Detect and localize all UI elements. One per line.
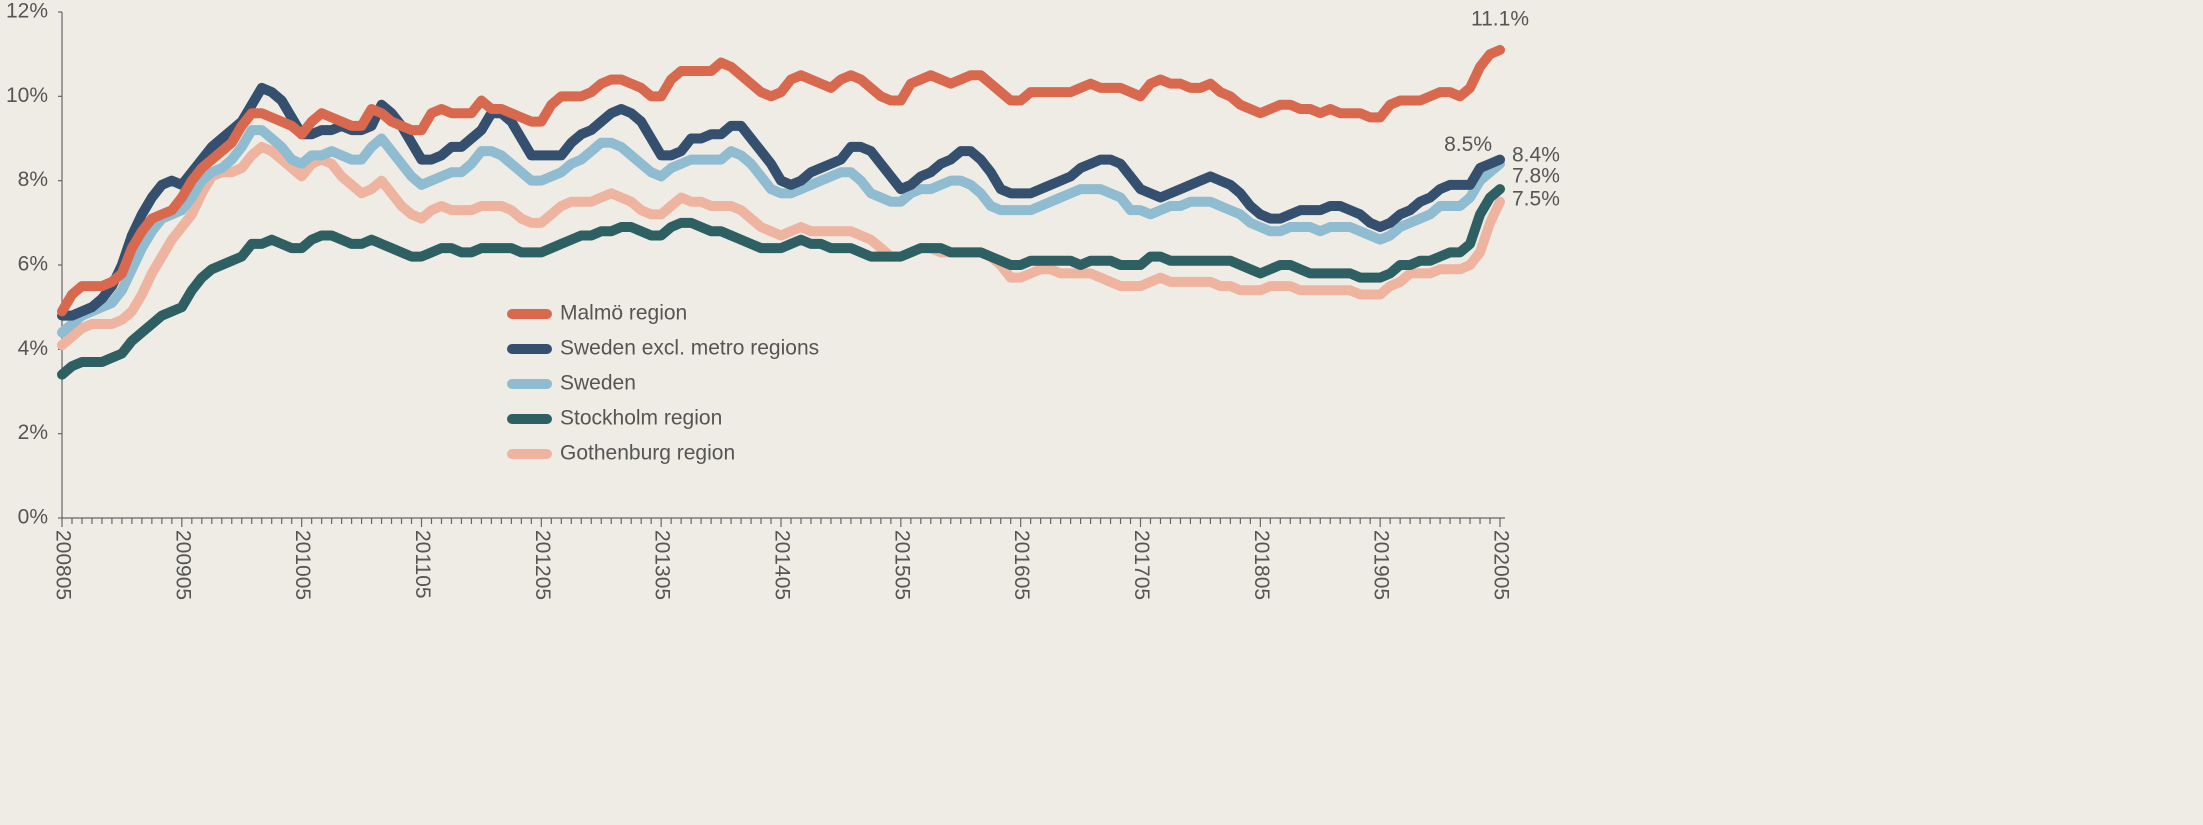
x-tick-label: 201405	[770, 530, 793, 600]
y-tick-label: 6%	[18, 253, 48, 276]
y-tick-label: 0%	[18, 506, 48, 529]
value-label: 11.1%	[1471, 7, 1529, 30]
value-label: 7.5%	[1512, 187, 1560, 210]
y-tick-label: 2%	[18, 421, 48, 444]
series-line	[57, 184, 1505, 380]
series-line	[57, 44, 1505, 317]
y-tick-label: 12%	[6, 0, 48, 23]
x-tick-label: 201005	[291, 530, 314, 600]
legend-label: Stockholm region	[560, 407, 722, 430]
x-tick-label: 200805	[51, 530, 74, 600]
value-label: 8.4%	[1512, 143, 1560, 166]
x-tick-label: 200905	[171, 530, 194, 600]
x-tick-label: 202005	[1489, 530, 1512, 600]
value-label: 7.8%	[1512, 165, 1560, 188]
x-tick-label: 201105	[411, 530, 434, 599]
series-line	[57, 125, 1505, 338]
value-label: 8.5%	[1444, 133, 1492, 156]
x-tick-label: 201305	[651, 530, 674, 600]
x-tick-label: 201605	[1010, 530, 1033, 600]
legend-label: Malmö region	[560, 302, 687, 325]
x-tick-label: 201905	[1370, 530, 1393, 600]
legend-label: Sweden	[560, 372, 636, 395]
y-tick-label: 10%	[6, 84, 48, 107]
x-tick-label: 201805	[1250, 530, 1273, 600]
series-line	[57, 141, 1505, 351]
x-tick-label: 201505	[890, 530, 913, 600]
y-tick-label: 4%	[18, 337, 48, 360]
x-tick-label: 201705	[1130, 530, 1153, 600]
legend-label: Gothenburg region	[560, 442, 735, 465]
y-tick-label: 8%	[18, 168, 48, 191]
legend-label: Sweden excl. metro regions	[560, 337, 819, 360]
x-tick-label: 201205	[531, 530, 554, 600]
